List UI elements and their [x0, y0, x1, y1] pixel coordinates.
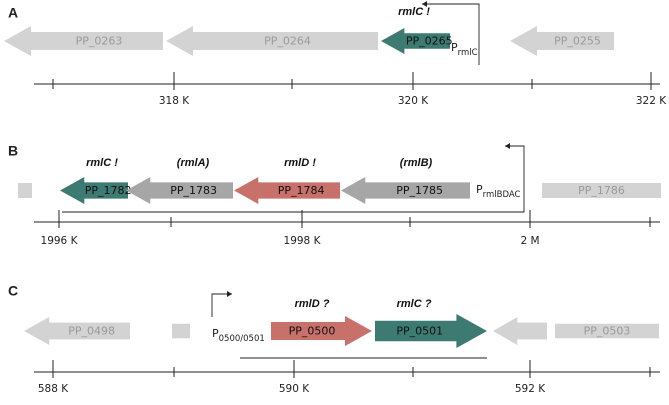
axis-tick-label: 1996 K	[41, 235, 79, 247]
gene-arrow	[234, 177, 340, 204]
gene-label: PP_0498	[68, 325, 115, 338]
gene-label: PP_0264	[264, 35, 311, 48]
promoter-label: PrmlC	[451, 41, 478, 58]
gene-box	[172, 323, 190, 339]
gene-arrow	[381, 28, 450, 54]
gene-pp-0263: PP_0263	[4, 26, 163, 56]
gene-name-annotation: rmlC !	[86, 157, 118, 169]
gene-arrow	[60, 177, 128, 204]
axis-tick-label: 320 K	[398, 95, 429, 107]
promoter-bracket	[211, 293, 232, 317]
promoter-arrowhead	[227, 291, 232, 297]
gene-label: PP_0255	[554, 35, 601, 48]
gene-unlabeled	[493, 317, 547, 345]
gene-pp-1783: PP_1783	[126, 177, 233, 204]
gene-arrow	[24, 317, 130, 345]
gene-label: PP_0503	[584, 325, 631, 338]
gene-arrow	[126, 177, 233, 204]
panel-letter: B	[8, 143, 18, 159]
gene-pp-1784: PP_1784	[234, 177, 340, 204]
gene-name-annotation: (rmlA)	[177, 157, 210, 169]
gene-name-annotation: rmlC ?	[397, 298, 432, 310]
panel-a: A 318 K 320 K 322 K PrmlC PP_0263 PP_0264 PP_02…	[4, 1, 667, 107]
axis-tick-label: 322 K	[636, 95, 667, 107]
gene-pp-0500: PP_0500	[271, 316, 372, 346]
gene-arrow	[4, 26, 163, 56]
gene-label: PP_1782	[85, 184, 132, 197]
promoter-arrowhead	[422, 1, 427, 7]
gene-label: PP_0263	[76, 35, 123, 48]
promoter-label: P0500/0501	[212, 327, 265, 344]
axis-tick-label: 1998 K	[284, 235, 322, 247]
gene-box	[542, 183, 661, 198]
gene-label: PP_1785	[396, 184, 443, 197]
gene-arrow	[493, 317, 547, 345]
gene-name-annotation: rmlD !	[284, 157, 316, 169]
gene-pp-0265: PP_0265	[381, 28, 453, 54]
promoter-label: PrmlBDAC	[476, 183, 521, 200]
gene-pp-1786: PP_1786	[542, 183, 661, 198]
gene-pp-0498: PP_0498	[24, 317, 130, 345]
panel-letter: C	[8, 283, 18, 299]
panel-b: B 1996 K 1998 K 2 M PrmlBDAC PP_1782 PP_1783 PP…	[8, 143, 661, 247]
gene-name-annotation: rmlC !	[398, 6, 430, 18]
gene-arrow	[166, 26, 378, 56]
gene-unlabeled	[18, 183, 32, 198]
gene-pp-0255: PP_0255	[510, 26, 614, 56]
gene-arrow	[341, 177, 470, 204]
promoter-arrowhead	[505, 143, 510, 149]
gene-name-annotation: (rmlB)	[400, 157, 433, 169]
gene-label: PP_1783	[170, 184, 217, 197]
panel-c: C 588 K 590 K 592 K P0500/0501 PP_0498 PP_0500…	[8, 283, 660, 395]
gene-arrow	[271, 316, 372, 346]
gene-pp-0503: PP_0503	[555, 323, 659, 339]
panel-letter: A	[8, 5, 18, 21]
gene-box	[18, 183, 32, 198]
gene-arrow	[510, 26, 614, 56]
gene-pp-1785: PP_1785	[341, 177, 470, 204]
axis-tick-label: 2 M	[520, 235, 539, 247]
promoter-bracket	[62, 145, 525, 213]
gene-arrow	[375, 314, 487, 348]
gene-name-annotation: rmlD ?	[295, 298, 330, 310]
gene-label: PP_1784	[278, 184, 325, 197]
promoter-bracket	[422, 3, 480, 65]
gene-label: PP_0501	[396, 325, 443, 338]
gene-label: PP_1786	[578, 184, 625, 197]
axis-tick-label: 592 K	[515, 383, 546, 395]
axis-tick-label: 590 K	[279, 383, 310, 395]
axis-tick-label: 588 K	[38, 383, 69, 395]
gene-pp-1782: PP_1782	[60, 177, 132, 204]
gene-pp-0264: PP_0264	[166, 26, 378, 56]
gene-label: PP_0265	[406, 35, 453, 48]
gene-unlabeled	[172, 323, 190, 339]
gene-box	[555, 323, 659, 339]
gene-label: PP_0500	[289, 325, 336, 338]
axis-tick-label: 318 K	[159, 95, 190, 107]
gene-pp-0501: PP_0501	[375, 314, 487, 348]
